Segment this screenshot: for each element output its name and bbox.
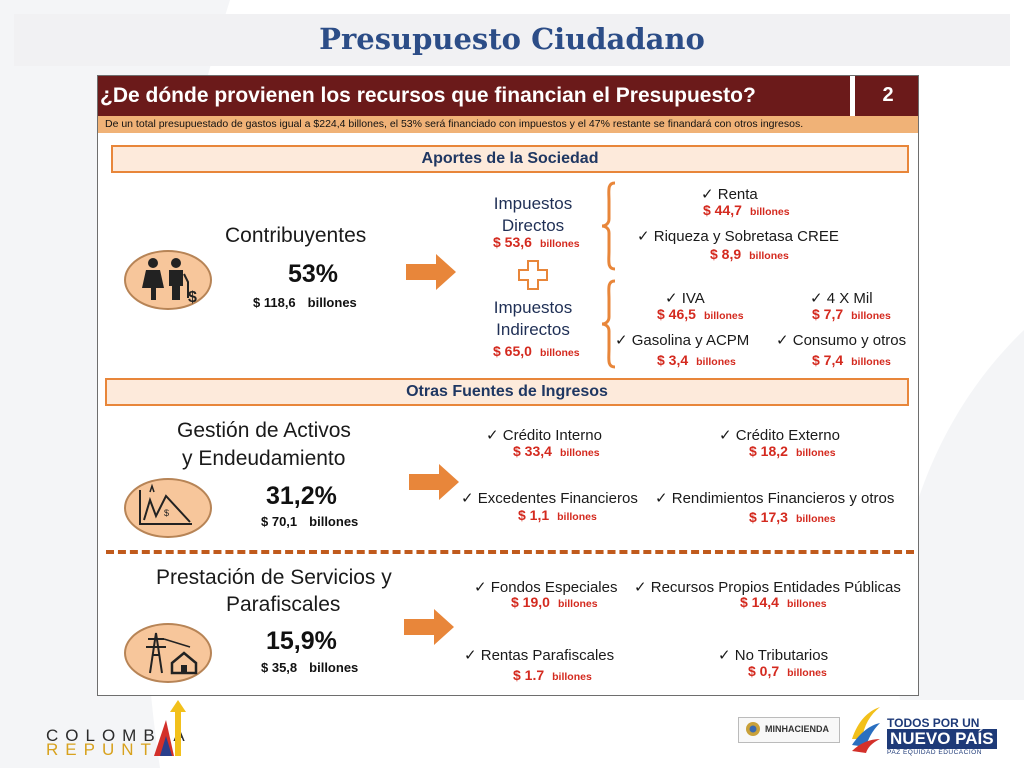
gasolina-amount: $ 3,4 billones [657, 352, 736, 368]
gestion-amount: $ 70,1 billones [261, 514, 359, 529]
rentas-amount: $ 1.7 billones [513, 667, 592, 683]
plus-icon [518, 260, 548, 290]
recursos-label: ✓ Recursos Propios Entidades Públicas [634, 579, 901, 596]
slide-number: 2 [882, 84, 894, 106]
prestacion-title-line2: Parafiscales [226, 593, 341, 616]
gestion-title-line1: Gestión de Activos [177, 419, 351, 442]
iva-amount: $ 46,5 billones [657, 306, 744, 322]
excedentes-label: ✓ Excedentes Financieros [461, 490, 638, 507]
colombia-repunta-arrow-icon [154, 700, 186, 756]
credito-externo-amount: $ 18,2 billones [749, 443, 836, 459]
brace-icon [601, 279, 616, 369]
header-bar: ¿De dónde provienen los recursos que fin… [98, 76, 918, 116]
impuestos-indirectos-amount: $ 65,0 billones [493, 343, 580, 359]
excedentes-amount: $ 1,1 billones [518, 507, 597, 523]
colombia-repunta-line2: REPUNTA [46, 740, 175, 759]
iva-label: ✓ IVA [665, 290, 705, 307]
header-question: ¿De dónde provienen los recursos que fin… [100, 84, 756, 107]
riqueza-amount: $ 8,9 billones [710, 246, 789, 262]
arrow-right-icon [406, 254, 456, 290]
dashed-divider [106, 550, 914, 554]
header-separator [850, 76, 855, 116]
impuestos-indirectos-label: Impuestos Indirectos [493, 298, 573, 339]
fondos-label: ✓ Fondos Especiales [474, 579, 618, 596]
section-aportes: Aportes de la Sociedad [111, 145, 909, 173]
prestacion-amount: $ 35,8 billones [261, 660, 359, 675]
impuestos-directos-amount: $ 53,6 billones [493, 234, 580, 250]
page-title: Presupuesto Ciudadano [319, 22, 705, 56]
cuatro-mil-amount: $ 7,7 billones [812, 306, 891, 322]
impuestos-directos-label: Impuestos Directos [493, 194, 573, 235]
slide-panel: ¿De dónde provienen los recursos que fin… [97, 75, 919, 696]
prestacion-title-line1: Prestación de Servicios y [156, 566, 392, 589]
contribuyentes-title: Contribuyentes [225, 224, 367, 247]
chart-decline-dollar-icon: $ [124, 478, 212, 538]
power-tower-house-icon [124, 623, 212, 683]
renta-label: ✓ Renta [701, 186, 758, 203]
gasolina-label: ✓ Gasolina y ACPM [615, 332, 750, 349]
colombia-repunta-line1: COLOMBIA [46, 726, 192, 745]
summary-text: De un total presupuestado de gastos igua… [105, 118, 804, 130]
no-tributarios-label: ✓ No Tributarios [718, 647, 829, 664]
rendimientos-label: ✓ Rendimientos Financieros y otros [655, 490, 895, 507]
fondos-amount: $ 19,0 billones [511, 594, 598, 610]
no-tributarios-amount: $ 0,7 billones [748, 663, 827, 679]
contribuyentes-pct: 53% [288, 260, 339, 288]
title-bar [14, 14, 1010, 66]
brace-icon [601, 181, 616, 271]
credito-interno-label: ✓ Crédito Interno [486, 427, 602, 444]
todos-por-un-nuevo-pais-icon [852, 707, 880, 753]
contribuyentes-amount: $ 118,6 billones [253, 295, 357, 310]
rentas-label: ✓ Rentas Parafiscales [464, 647, 615, 664]
renta-amount: $ 44,7 billones [703, 202, 790, 218]
rendimientos-amount: $ 17,3 billones [749, 509, 836, 525]
consumo-label: ✓ Consumo y otros [776, 332, 907, 349]
todos-line3: PAZ EQUIDAD EDUCACIÓN [887, 749, 982, 756]
summary-bar: De un total presupuestado de gastos igua… [98, 116, 918, 133]
section-otras: Otras Fuentes de Ingresos [105, 378, 909, 406]
todos-line1: TODOS POR UN [887, 716, 980, 730]
credito-interno-amount: $ 33,4 billones [513, 443, 600, 459]
credito-externo-label: ✓ Crédito Externo [719, 427, 840, 444]
gestion-title-line2: y Endeudamiento [182, 447, 346, 470]
svg-text:$: $ [164, 508, 169, 518]
recursos-amount: $ 14,4 billones [740, 594, 827, 610]
coat-of-arms-icon [746, 722, 760, 736]
people-dollar-icon: $ [124, 250, 212, 310]
arrow-right-icon [409, 464, 459, 500]
consumo-amount: $ 7,4 billones [812, 352, 891, 368]
arrow-right-icon [404, 609, 454, 645]
prestacion-pct: 15,9% [266, 627, 337, 655]
svg-text:$: $ [188, 289, 197, 306]
gestion-pct: 31,2% [266, 482, 337, 510]
minhacienda-logo: MINHACIENDA [738, 717, 840, 743]
riqueza-label: ✓ Riqueza y Sobretasa CREE [637, 228, 839, 245]
todos-line2: NUEVO PAÍS [887, 729, 997, 749]
cuatro-mil-label: ✓ 4 X Mil [810, 290, 873, 307]
